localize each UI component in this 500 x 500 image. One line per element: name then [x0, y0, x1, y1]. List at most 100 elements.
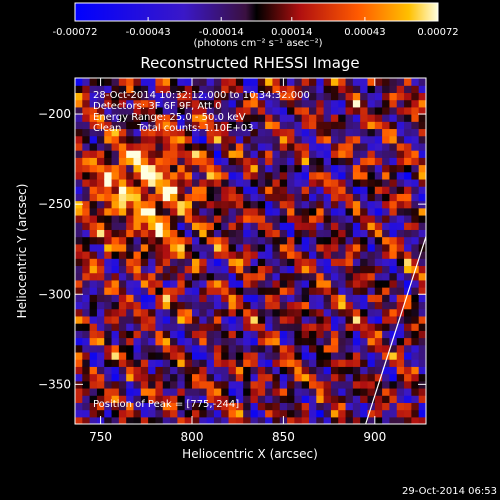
- heatmap-cell: [279, 402, 288, 411]
- heatmap-cell: [118, 272, 127, 281]
- heatmap-cell: [389, 207, 398, 216]
- heatmap-cell: [111, 178, 120, 187]
- heatmap-cell: [243, 416, 252, 424]
- heatmap-cell: [330, 265, 339, 274]
- heatmap-cell: [382, 279, 391, 288]
- heatmap-cell: [126, 150, 135, 158]
- heatmap-cell: [345, 121, 354, 130]
- heatmap-cell: [162, 121, 171, 130]
- heatmap-cell: [192, 395, 200, 403]
- heatmap-cell: [367, 85, 376, 94]
- heatmap-cell: [396, 121, 405, 130]
- heatmap-cell: [199, 337, 208, 346]
- heatmap-cell: [170, 294, 178, 303]
- heatmap-cell: [309, 279, 317, 288]
- heatmap-cell: [367, 178, 376, 187]
- heatmap-cell: [294, 351, 303, 360]
- heatmap-cell: [75, 128, 83, 137]
- heatmap-cell: [206, 164, 215, 173]
- heatmap-cell: [213, 251, 222, 259]
- heatmap-cell: [243, 186, 252, 194]
- heatmap-cell: [374, 186, 383, 194]
- heatmap-cell: [257, 193, 266, 202]
- heatmap-cell: [352, 186, 361, 194]
- heatmap-cell: [374, 150, 383, 158]
- heatmap-cell: [309, 315, 317, 324]
- heatmap-cell: [206, 171, 215, 180]
- heatmap-cell: [118, 330, 127, 339]
- heatmap-cell: [96, 294, 105, 303]
- heatmap-cell: [294, 92, 303, 101]
- heatmap-cell: [75, 294, 83, 303]
- heatmap-cell: [309, 186, 317, 194]
- heatmap-cell: [287, 380, 295, 389]
- heatmap-cell: [133, 178, 142, 187]
- heatmap-cell: [243, 308, 252, 317]
- heatmap-cell: [111, 294, 120, 303]
- heatmap-cell: [345, 157, 354, 166]
- heatmap-cell: [104, 178, 113, 187]
- heatmap-cell: [228, 279, 237, 288]
- heatmap-cell: [221, 279, 230, 288]
- x-tick-label: 750: [89, 430, 112, 444]
- heatmap-cell: [360, 409, 369, 418]
- heatmap-cell: [111, 258, 120, 267]
- heatmap-cell: [126, 178, 135, 187]
- heatmap-cell: [170, 323, 178, 331]
- x-tick-label: 900: [363, 430, 386, 444]
- heatmap-cell: [323, 135, 332, 144]
- heatmap-cell: [294, 265, 303, 274]
- heatmap-cell: [411, 135, 420, 144]
- heatmap-cell: [126, 366, 135, 375]
- heatmap-cell: [228, 287, 237, 295]
- heatmap-cell: [287, 157, 295, 166]
- heatmap-cell: [155, 279, 164, 288]
- heatmap-cell: [235, 171, 244, 180]
- heatmap-cell: [177, 416, 186, 424]
- heatmap-cell: [418, 294, 426, 303]
- heatmap-cell: [192, 344, 200, 353]
- heatmap-cell: [265, 207, 274, 216]
- heatmap-cell: [272, 380, 281, 389]
- heatmap-cell: [213, 236, 222, 245]
- heatmap-cell: [279, 178, 288, 187]
- heatmap-cell: [75, 409, 83, 418]
- heatmap-cell: [111, 157, 120, 166]
- heatmap-cell: [338, 351, 347, 360]
- heatmap-cell: [228, 243, 237, 252]
- heatmap-cell: [389, 373, 398, 382]
- heatmap-cell: [221, 330, 230, 339]
- heatmap-cell: [133, 78, 142, 86]
- heatmap-cell: [243, 207, 252, 216]
- heatmap-cell: [155, 351, 164, 360]
- heatmap-cell: [345, 301, 354, 310]
- heatmap-cell: [411, 301, 420, 310]
- heatmap-cell: [279, 222, 288, 230]
- heatmap-cell: [82, 272, 91, 281]
- heatmap-cell: [243, 409, 252, 418]
- heatmap-cell: [411, 387, 420, 396]
- heatmap-cell: [309, 92, 317, 101]
- heatmap-cell: [382, 106, 391, 115]
- heatmap-cell: [272, 186, 281, 194]
- heatmap-cell: [338, 142, 347, 151]
- heatmap-cell: [265, 121, 274, 130]
- heatmap-cell: [309, 135, 317, 144]
- heatmap-cell: [199, 164, 208, 173]
- heatmap-cell: [162, 150, 171, 158]
- heatmap-cell: [316, 114, 325, 122]
- heatmap-cell: [126, 99, 135, 108]
- heatmap-cell: [396, 251, 405, 259]
- heatmap-cell: [338, 387, 347, 396]
- heatmap-cell: [374, 229, 383, 238]
- heatmap-cell: [250, 287, 259, 295]
- heatmap-cell: [162, 157, 171, 166]
- heatmap-cell: [287, 85, 295, 94]
- heatmap-cell: [199, 135, 208, 144]
- heatmap-cell: [140, 294, 149, 303]
- heatmap-cell: [330, 193, 339, 202]
- heatmap-cell: [243, 99, 252, 108]
- heatmap-cell: [243, 359, 252, 367]
- heatmap-cell: [272, 200, 281, 209]
- heatmap-cell: [309, 359, 317, 367]
